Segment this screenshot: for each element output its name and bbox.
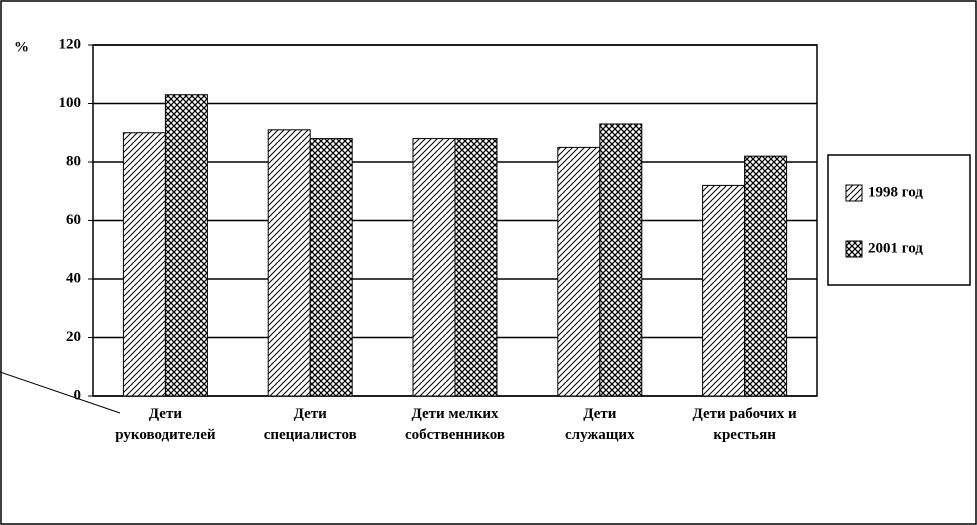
bar bbox=[267, 129, 311, 397]
bar bbox=[744, 155, 788, 397]
y-tick-label: 120 bbox=[59, 36, 82, 52]
y-tick-label: 60 bbox=[66, 212, 81, 228]
bar bbox=[164, 94, 208, 397]
legend-box bbox=[827, 154, 971, 286]
x-tick-label: Дети специалистов bbox=[263, 406, 357, 443]
y-tick-label: 40 bbox=[66, 270, 81, 286]
bar bbox=[412, 138, 456, 397]
legend-label: 2001 год bbox=[868, 240, 923, 256]
bar bbox=[309, 138, 353, 397]
pointer-line bbox=[0, 371, 121, 414]
x-tick-label: Дети мелких собственников bbox=[404, 406, 506, 443]
legend-swatch bbox=[845, 240, 863, 258]
y-tick-label: 0 bbox=[74, 387, 82, 403]
y-tick-label: 20 bbox=[66, 329, 81, 345]
y-axis-label: % bbox=[14, 39, 29, 55]
legend-label: 1998 год bbox=[868, 184, 923, 200]
x-tick-label: Дети рабочих и крестьян bbox=[692, 406, 797, 443]
y-tick-label: 100 bbox=[59, 95, 82, 111]
x-tick-label: Дети служащих bbox=[565, 406, 635, 443]
y-tick-label: 80 bbox=[66, 153, 81, 169]
bar bbox=[702, 184, 746, 397]
x-tick-label: Дети руководителей bbox=[115, 406, 216, 443]
bar bbox=[557, 146, 601, 397]
bar bbox=[122, 132, 166, 397]
legend-swatch bbox=[845, 184, 863, 202]
bar bbox=[599, 123, 643, 397]
bar bbox=[454, 138, 498, 397]
